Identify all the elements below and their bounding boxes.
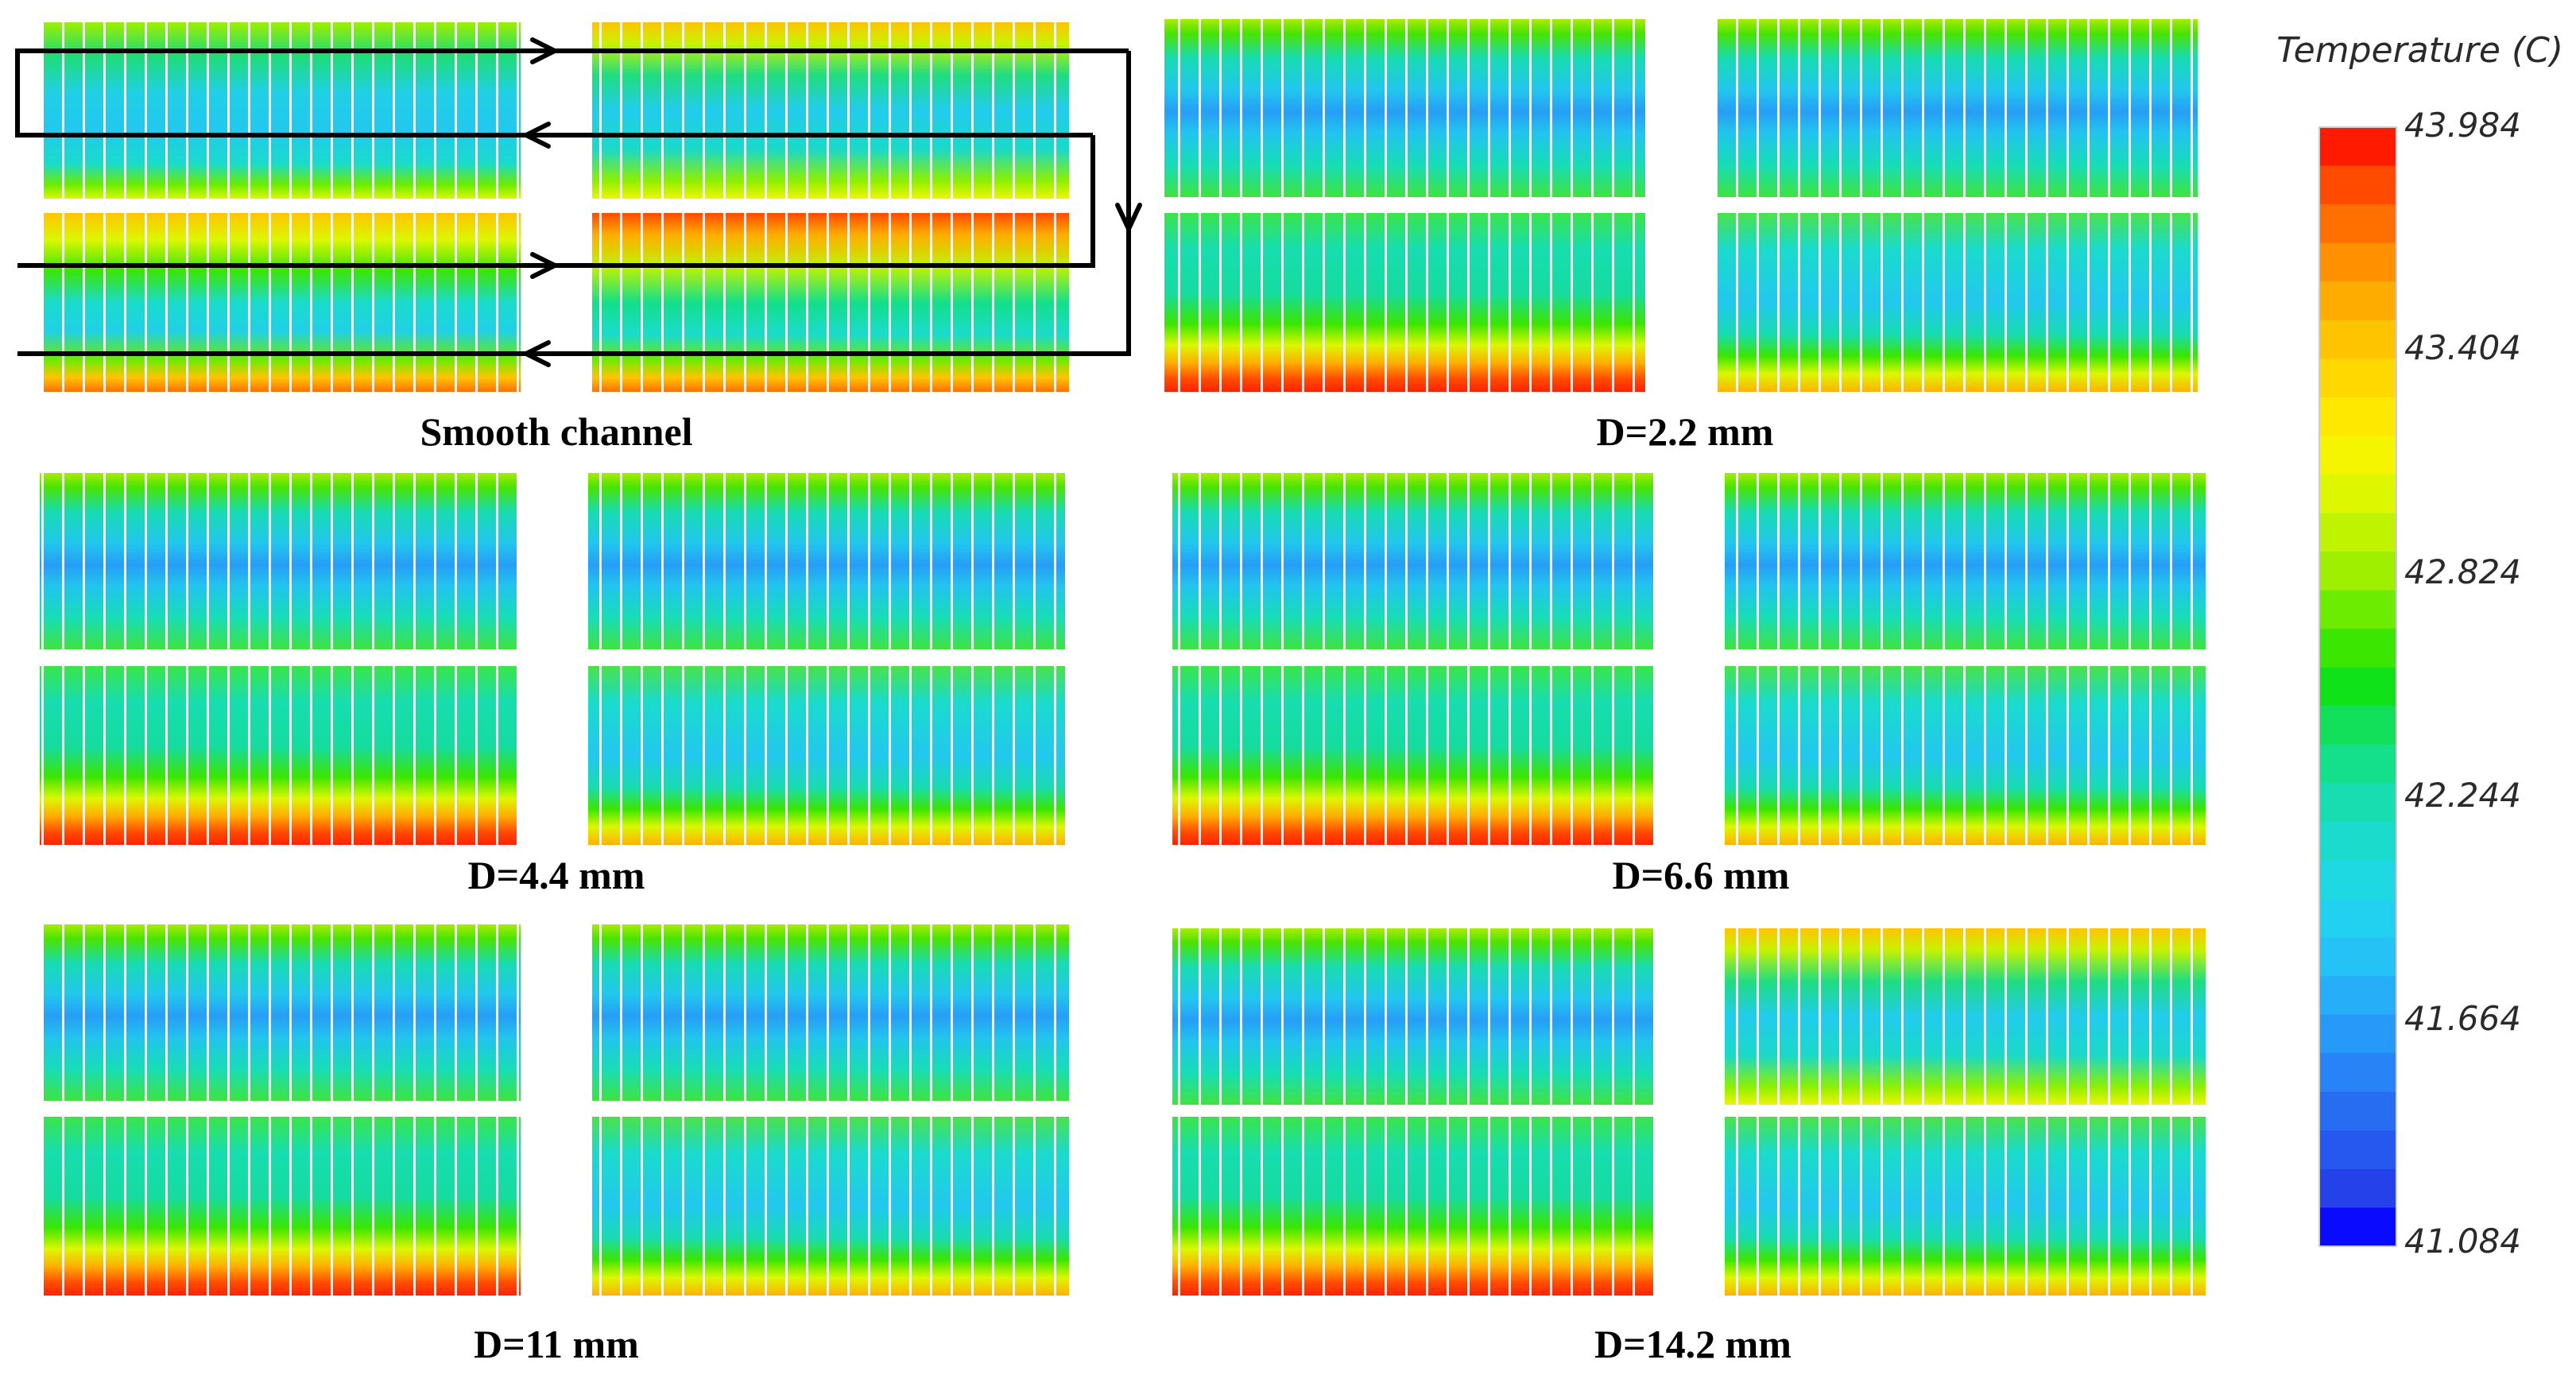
panel-caption: D=2.2 mm (1597, 409, 1774, 454)
arrow-down-icon (1115, 203, 1142, 235)
legend-color-band (2319, 1130, 2396, 1170)
fin-lines (592, 924, 1069, 1296)
legend-color-band (2319, 1053, 2396, 1093)
legend-color-band (2319, 320, 2396, 359)
legend-color-band (2319, 821, 2396, 862)
legend-color-band (2319, 1168, 2396, 1209)
fin-lines (588, 473, 1065, 845)
arrow-left-icon (521, 340, 551, 367)
flow-path (15, 48, 1131, 356)
fin-lines (44, 924, 521, 1296)
legend-color-band (2319, 1014, 2396, 1054)
legend-color-band (2319, 358, 2396, 398)
legend-color-band (2319, 590, 2396, 629)
panel-group: Smooth channel D=2.2 mm D=4.4 mm (15, 19, 2206, 1366)
legend-color-bar (2319, 127, 2396, 1247)
arrow-right-icon (530, 37, 560, 64)
legend-tick: 41.084 (2404, 1222, 2521, 1261)
panel-d-4-4: D=4.4 mm (40, 473, 1065, 897)
legend-color-band (2319, 860, 2396, 900)
panel-d-11: D=11 mm (44, 924, 1069, 1366)
panel-d-2-2: D=2.2 mm (1164, 19, 2198, 454)
legend-color-band (2319, 667, 2396, 707)
fin-lines (1725, 928, 2206, 1296)
legend-color-band (2319, 127, 2396, 167)
legend-color-band (2319, 513, 2396, 552)
legend-color-band (2319, 242, 2396, 282)
panel-d-14-2: D=14.2 mm (1172, 928, 2206, 1366)
panel-caption: D=14.2 mm (1594, 1322, 1792, 1366)
legend-tick: 43.404 (2404, 328, 2521, 367)
arrow-right-icon (530, 252, 560, 279)
fin-lines (1172, 928, 1653, 1296)
legend-color-band (2319, 165, 2396, 205)
legend-color-band (2319, 899, 2396, 939)
fin-lines (1164, 19, 1645, 392)
panel-caption: D=4.4 mm (468, 853, 645, 897)
legend-tick: 42.824 (2404, 552, 2521, 591)
legend-color-band (2319, 474, 2396, 514)
legend-color-band (2319, 397, 2396, 437)
legend-tick: 41.664 (2404, 999, 2521, 1038)
legend-tick: 43.984 (2404, 106, 2521, 145)
legend-color-band (2319, 436, 2396, 475)
legend-color-band (2319, 552, 2396, 591)
legend-color-band (2319, 1207, 2396, 1247)
panel-caption: Smooth channel (420, 409, 692, 454)
legend-color-band (2319, 204, 2396, 244)
legend-color-band (2319, 1091, 2396, 1131)
legend-color-band (2319, 744, 2396, 784)
legend-color-band (2319, 783, 2396, 823)
color-legend: Temperature (C) 43.984 43.404 42.824 42.… (2276, 30, 2563, 1261)
fin-lines (40, 473, 517, 845)
legend-color-band (2319, 706, 2396, 746)
panel-caption: D=6.6 mm (1613, 853, 1790, 897)
legend-color-band (2319, 281, 2396, 321)
legend-color-band (2319, 937, 2396, 977)
fin-lines (1172, 473, 1653, 845)
panel-d-6-6: D=6.6 mm (1172, 473, 2206, 897)
legend-color-band (2319, 976, 2396, 1016)
panel-smooth-channel: Smooth channel (15, 22, 1142, 454)
fin-lines (1717, 19, 2198, 392)
legend-title: Temperature (C) (2276, 30, 2563, 71)
legend-color-band (2319, 629, 2396, 668)
panel-caption: D=11 mm (474, 1322, 639, 1366)
flow-arrowheads (521, 37, 1142, 367)
legend-tick: 42.244 (2404, 776, 2521, 815)
panel-gap (32, 199, 1081, 213)
fin-lines (1725, 473, 2206, 845)
legend-frame (2318, 126, 2397, 1247)
arrow-left-icon (521, 122, 551, 149)
